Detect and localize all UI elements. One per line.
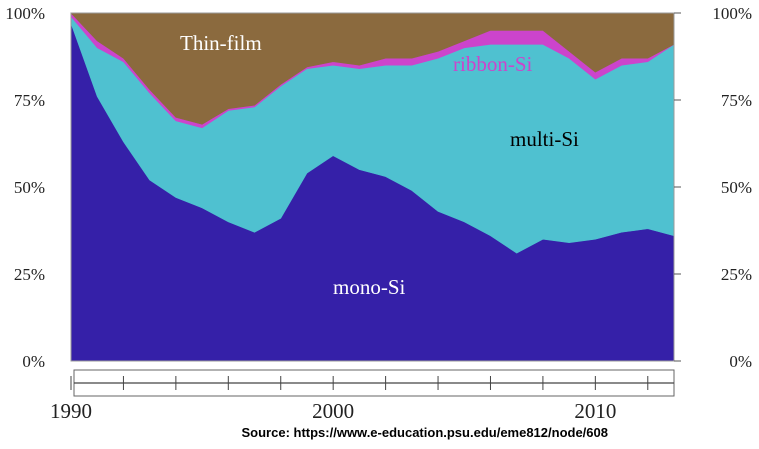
source-caption: Source: https://www.e-education.psu.edu/… bbox=[242, 425, 609, 440]
x-tick-label: 2010 bbox=[574, 399, 616, 423]
x-axis: 1990 2000 2010 bbox=[50, 369, 675, 423]
thin-film-label: Thin-film bbox=[180, 31, 262, 55]
mono-si-label: mono-Si bbox=[333, 275, 406, 299]
y-tick-label-left: 0% bbox=[22, 352, 45, 371]
y-tick-label-right: 75% bbox=[721, 91, 752, 110]
x-tick-label: 2000 bbox=[312, 399, 354, 423]
multi-si-label: multi-Si bbox=[510, 127, 579, 151]
y-tick-label-right: 50% bbox=[721, 178, 752, 197]
y-axis-right: 0% 25% 50% 75% 100% bbox=[674, 4, 752, 371]
y-tick-label-right: 0% bbox=[729, 352, 752, 371]
ribbon-si-label: ribbon-Si bbox=[453, 52, 533, 76]
y-tick-label-right: 25% bbox=[721, 265, 752, 284]
areas-layer bbox=[70, 12, 675, 362]
y-tick-label-left: 75% bbox=[14, 91, 45, 110]
y-tick-label-left: 25% bbox=[14, 265, 45, 284]
y-axis-left: 0% 25% 50% 75% 100% bbox=[5, 4, 45, 371]
x-tick-label: 1990 bbox=[50, 399, 92, 423]
y-tick-label-left: 100% bbox=[5, 4, 45, 23]
y-tick-label-right: 100% bbox=[712, 4, 752, 23]
y-tick-label-left: 50% bbox=[14, 178, 45, 197]
